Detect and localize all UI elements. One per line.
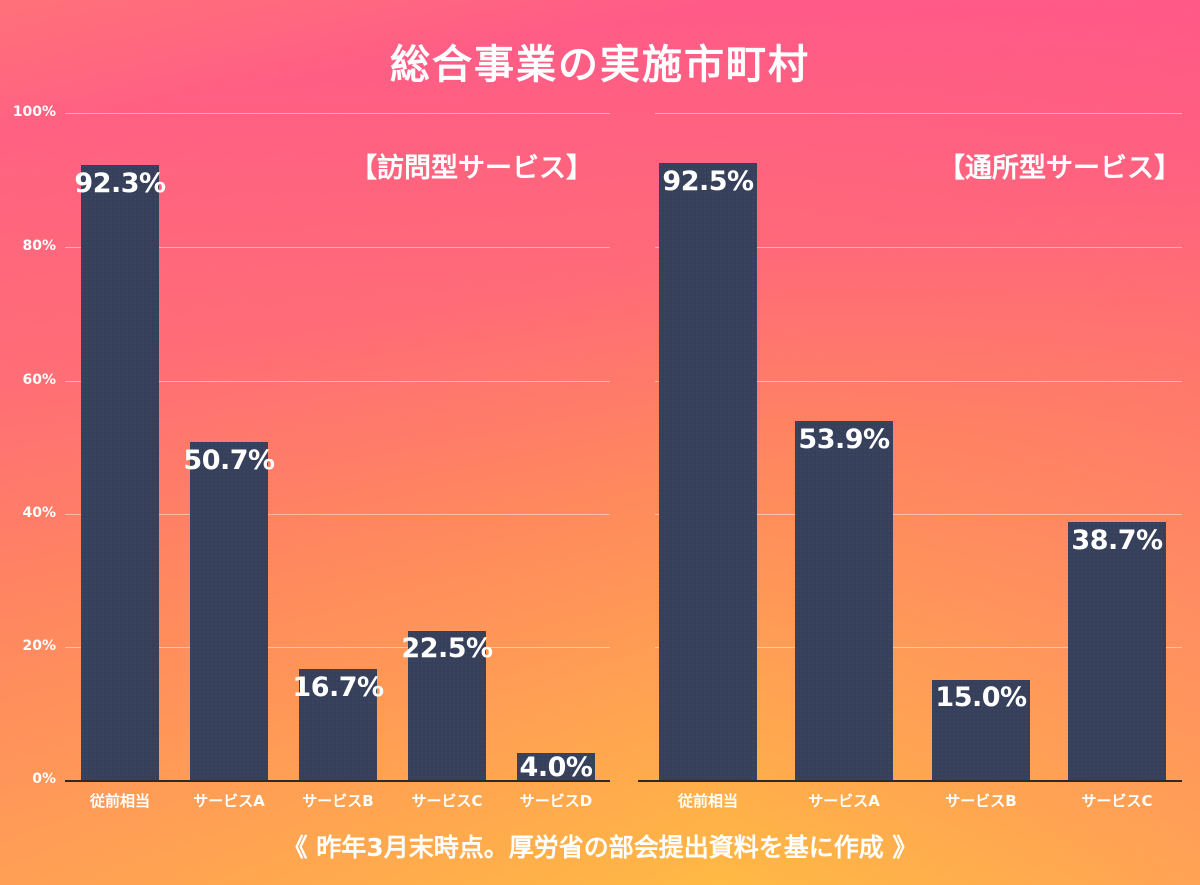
bar: [81, 165, 159, 780]
x-category-label: サービスC: [411, 792, 483, 810]
bar: [190, 442, 268, 780]
x-category-label: サービスA: [808, 792, 880, 810]
x-axis-line: [638, 780, 1182, 782]
bar: [795, 421, 893, 780]
gridline-80: [655, 247, 1182, 248]
chart-title: 総合事業の実施市町村: [390, 42, 810, 88]
x-category-label: サービスA: [193, 792, 265, 810]
gridline-80: [65, 247, 610, 248]
gridline-40: [655, 514, 1182, 515]
y-tick-0: 0%: [32, 771, 56, 787]
bar-value-label: 92.5%: [662, 166, 754, 197]
bar: [299, 669, 377, 780]
gridline-40: [65, 514, 610, 515]
panel-subtitle: 【通所型サービス】: [938, 153, 1181, 184]
x-category-label: サービスD: [519, 792, 593, 810]
x-category-label: サービスC: [1081, 792, 1153, 810]
bar: [659, 163, 757, 780]
bar-value-label: 38.7%: [1071, 525, 1163, 556]
gridline-100: [655, 113, 1182, 114]
y-tick-40: 40%: [22, 505, 56, 521]
panel-subtitle: 【訪問型サービス】: [350, 153, 593, 184]
y-tick-100: 100%: [12, 104, 56, 120]
gridline-60: [655, 381, 1182, 382]
x-category-label: 従前相当: [89, 792, 150, 810]
gridline-20: [65, 647, 610, 648]
bar: [1068, 522, 1166, 780]
gridline-60: [65, 381, 610, 382]
bar-value-label: 92.3%: [74, 168, 166, 199]
y-tick-60: 60%: [22, 372, 56, 388]
bar-value-label: 4.0%: [519, 752, 593, 783]
bar-value-label: 16.7%: [292, 672, 384, 703]
x-axis-line: [65, 780, 610, 782]
bar-value-label: 53.9%: [798, 424, 890, 455]
y-tick-80: 80%: [22, 238, 56, 254]
bar: [932, 680, 1030, 780]
x-category-label: 従前相当: [677, 792, 738, 810]
bar-value-label: 15.0%: [935, 682, 1027, 713]
source-note: 《 昨年3月末時点。厚労省の部会提出資料を基に作成 》: [282, 833, 918, 862]
bar-value-label: 50.7%: [183, 445, 275, 476]
x-category-label: サービスB: [945, 792, 1017, 810]
bar: [408, 631, 486, 780]
gridline-100: [65, 113, 610, 114]
y-tick-20: 20%: [22, 638, 56, 654]
bar: [517, 753, 595, 780]
x-category-label: サービスB: [302, 792, 374, 810]
gridline-20: [655, 647, 1182, 648]
bar-value-label: 22.5%: [401, 633, 493, 664]
